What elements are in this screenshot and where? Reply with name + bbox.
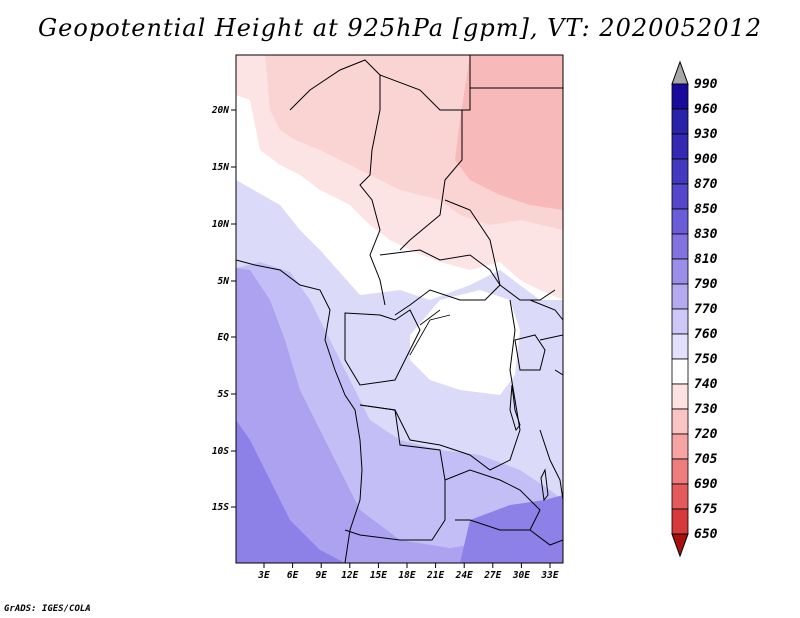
chart-title: Geopotential Height at 925hPa [gpm], VT:… [38, 14, 762, 42]
lat-tick-label: 5N [218, 276, 230, 287]
colorbar-level-label: 870 [694, 177, 718, 192]
border-car [379, 249, 501, 316]
colorbar-level-label: 730 [694, 402, 718, 417]
lat-tick-label: EQ [218, 332, 230, 343]
lat-tick-label: 15S [212, 502, 229, 513]
colorbar-segment [671, 408, 689, 435]
colorbar-segment [671, 358, 689, 385]
colorbar-segment [671, 133, 689, 160]
lon-tick-label: 21E [426, 570, 444, 581]
border-mozambique [529, 429, 563, 546]
colorbar-level-label: 830 [694, 227, 718, 242]
lat-tick-label: 15N [212, 162, 229, 173]
lon-tick-label: 24E [455, 570, 473, 581]
field-upper-pink [455, 55, 563, 210]
colorbar-segment [671, 308, 689, 335]
colorbar-segment [671, 433, 689, 460]
borders [236, 55, 563, 563]
colorbar-level-label: 705 [694, 452, 718, 467]
lon-axis: 3E 6E 9E 12E 15E 18E 21E 24E 27E 30E 33E [257, 563, 559, 581]
border-niger-chad [379, 74, 463, 251]
colorbar-segment [671, 208, 689, 235]
colorbar-segment [671, 233, 689, 260]
colorbar-segment [671, 458, 689, 485]
colorbar-level-label: 850 [694, 202, 718, 217]
colorbar-bottom-arrow [671, 533, 689, 558]
lon-tick-label: 33E [540, 570, 558, 581]
colorbar-level-label: 650 [694, 527, 718, 542]
lake-malawi [540, 468, 549, 502]
rivers-congo [409, 309, 451, 356]
colorbar-segment [671, 283, 689, 310]
lat-tick-label: 20N [211, 105, 229, 116]
credit-text: GrADS: IGES/COLA [4, 604, 91, 614]
border-angola [344, 404, 446, 541]
lat-tick-label: 10S [212, 446, 229, 457]
colorbar-segment [671, 108, 689, 135]
border-congo [344, 309, 421, 386]
border-zambia [444, 469, 541, 531]
lon-tick-label: 12E [341, 570, 358, 581]
colorbar-segment [671, 83, 689, 110]
border-east [529, 299, 563, 376]
colorbar-level-label: 720 [694, 427, 718, 442]
lon-tick-label: 30E [512, 570, 530, 581]
lon-tick-label: 9E [315, 570, 327, 581]
lon-tick-label: 27E [483, 570, 501, 581]
border-north [289, 59, 386, 306]
colorbar-level-label: 770 [694, 302, 718, 317]
colorbar-level-label: 690 [694, 477, 718, 492]
field-purple-deep [236, 420, 345, 563]
lat-tick-label: 10N [212, 219, 229, 230]
colorbar-segment [671, 508, 689, 535]
height-field [236, 55, 563, 563]
colorbar-level-label: 675 [694, 502, 718, 517]
colorbar-level-label: 750 [694, 352, 718, 367]
lat-tick-label: 5S [218, 389, 230, 400]
colorbar-level-label: 990 [694, 77, 718, 92]
colorbar-level-label: 930 [694, 127, 718, 142]
colorbar-level-label: 960 [694, 102, 718, 117]
map-frame [235, 54, 564, 564]
colorbar-segment [671, 158, 689, 185]
colorbar-level-label: 900 [694, 152, 718, 167]
colorbar-segment [671, 183, 689, 210]
field-purple [236, 268, 563, 563]
colorbar-segment [671, 333, 689, 360]
lon-tick-label: 18E [398, 570, 415, 581]
colorbar-segment [671, 383, 689, 410]
colorbar-segment [671, 258, 689, 285]
lon-tick-label: 6E [287, 570, 299, 581]
colorbar-level-label: 740 [694, 377, 718, 392]
field-purple-deep-east [460, 495, 563, 563]
lon-tick-label: 3E [257, 570, 270, 581]
coastline [236, 259, 363, 563]
lake-victoria [514, 334, 546, 371]
colorbar-level-label: 760 [694, 327, 718, 342]
border-drc [359, 299, 521, 471]
colorbar-level-label: 810 [694, 252, 718, 267]
lat-axis: 20N 15N 10N 5N EQ 5S 10S 15S [211, 105, 236, 513]
field-white-center [410, 290, 520, 395]
lon-tick-label: 15E [370, 570, 387, 581]
colorbar-top-arrow [671, 60, 689, 85]
colorbar-level-label: 790 [694, 277, 718, 292]
lake-tanganyika [509, 384, 521, 432]
colorbar-segment [671, 483, 689, 510]
colorbar: 990 960 930 900 870 850 830 810 790 770 760 750 740 7… [671, 60, 718, 558]
